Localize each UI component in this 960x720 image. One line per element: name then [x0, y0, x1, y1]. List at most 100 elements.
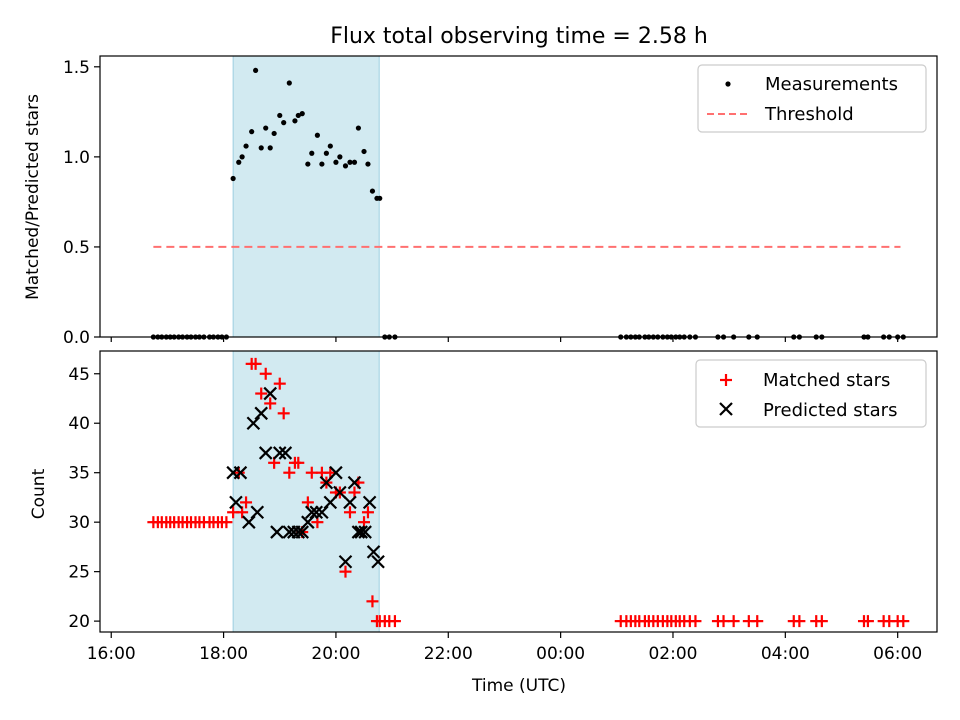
- measurement-point: [351, 159, 358, 165]
- predicted-star-point: [278, 446, 293, 460]
- top-title: Flux total observing time = 2.58 h: [330, 24, 708, 49]
- bottom-xtick-label: 02:00: [648, 644, 697, 664]
- measurement-point: [267, 145, 273, 151]
- measurement-point: [333, 159, 339, 165]
- legend-predicted-label: Predicted stars: [763, 400, 897, 421]
- bottom-ytick-label: 20: [68, 612, 90, 632]
- measurement-point: [295, 112, 301, 119]
- predicted-star-stroke: [295, 525, 310, 539]
- bottom-ytick-label: 35: [68, 464, 90, 484]
- measurement-point: [286, 80, 292, 86]
- measurement-point: [305, 161, 311, 167]
- predicted-star-stroke: [362, 495, 377, 510]
- predicted-star-stroke: [263, 386, 277, 401]
- measurement-point: [309, 150, 315, 156]
- bottom-xtick-label: 16:00: [87, 644, 136, 664]
- bottom-ytick-label: 30: [68, 513, 90, 533]
- measurement-point: [239, 154, 245, 160]
- predicted-star-stroke: [371, 554, 385, 569]
- top-ytick-label: 0.5: [63, 238, 90, 258]
- predicted-star-stroke: [309, 505, 324, 520]
- measurement-point: [258, 145, 264, 151]
- matched-star-point: [220, 516, 233, 529]
- matched-star-point: [273, 377, 286, 390]
- predicted-star-stroke: [229, 495, 243, 510]
- bottom-legend: Matched stars Predicted stars: [695, 359, 927, 428]
- bottom-xtick-label: 04:00: [761, 644, 810, 664]
- measurement-point: [277, 112, 283, 119]
- matched-star-point: [343, 506, 356, 519]
- predicted-star-point: [254, 406, 268, 421]
- top-ylabel: Matched/Predicted stars: [23, 94, 43, 300]
- matched-star-point: [324, 466, 337, 479]
- predicted-star-point: [309, 505, 324, 520]
- predicted-star-point: [333, 485, 347, 500]
- bottom-ytick-label: 40: [68, 414, 90, 434]
- matched-star-point: [301, 496, 314, 509]
- measurement-point: [361, 148, 367, 155]
- matched-star-point: [861, 615, 874, 628]
- predicted-star-stroke: [246, 416, 261, 431]
- measurement-point: [365, 161, 371, 167]
- bottom-xtick-label: 00:00: [536, 644, 585, 664]
- measurement-point: [292, 118, 298, 124]
- predicted-star-stroke: [305, 505, 319, 520]
- matched-star-point: [727, 615, 740, 628]
- matched-star-point: [717, 615, 730, 628]
- matched-star-point: [255, 387, 268, 400]
- measurement-point: [347, 159, 353, 165]
- predicted-star-point: [246, 416, 261, 431]
- predicted-star-point: [250, 505, 265, 520]
- matched-star-point: [264, 397, 277, 410]
- bottom-xtick-label: 20:00: [311, 644, 360, 664]
- predicted-star-stroke: [343, 495, 357, 510]
- predicted-star-stroke: [333, 485, 347, 500]
- predicted-star-stroke: [347, 475, 362, 490]
- predicted-star-point: [272, 446, 287, 460]
- measurement-point: [249, 129, 255, 135]
- matched-star-point: [361, 506, 374, 519]
- measurement-point: [230, 175, 236, 182]
- matched-star-point: [339, 565, 352, 578]
- predicted-star-point: [270, 525, 284, 539]
- bottom-xtick-label: 18:00: [199, 644, 248, 664]
- matched-star-point: [283, 466, 296, 479]
- matched-star-point: [751, 615, 764, 628]
- bottom-axes-frame: [99, 350, 938, 633]
- measurement-point: [337, 154, 343, 160]
- predicted-star-point: [354, 525, 368, 539]
- predicted-star-point: [358, 525, 372, 539]
- predicted-star-point: [229, 495, 243, 510]
- matched-star-point: [815, 615, 828, 628]
- bottom-ytick-label: 25: [68, 563, 90, 583]
- measurement-point: [263, 125, 269, 131]
- legend-predicted-marker: [719, 402, 733, 416]
- top-legend: Measurements Threshold: [697, 64, 927, 133]
- measurement-point: [271, 130, 277, 137]
- measurement-point: [369, 188, 376, 194]
- predicted-star-point: [343, 495, 357, 510]
- matched-star-point: [232, 466, 245, 479]
- measurement-point: [314, 132, 320, 138]
- predicted-star-stroke: [366, 545, 381, 559]
- top-panel: Flux total observing time = 2.58 h 0.0 0.…: [23, 24, 938, 348]
- predicted-star-point: [258, 446, 273, 460]
- bottom-xlabel: Time (UTC): [471, 676, 566, 696]
- measurement-point: [236, 159, 242, 165]
- measurement-point: [299, 111, 305, 117]
- top-ytick-label: 1.0: [63, 148, 90, 168]
- bottom-xtick-label: 22:00: [424, 644, 473, 664]
- bottom-xtick-label: 06:00: [873, 644, 922, 664]
- measurement-point: [377, 195, 383, 201]
- measurement-point: [253, 67, 259, 74]
- top-ytick-label: 1.5: [63, 58, 90, 78]
- predicted-star-stroke: [354, 525, 368, 539]
- predicted-star-stroke: [233, 465, 248, 480]
- measurement-point: [323, 150, 329, 156]
- legend-measurements-label: Measurements: [765, 74, 898, 95]
- predicted-star-point: [366, 545, 381, 559]
- predicted-star-point: [305, 505, 319, 520]
- top-axes-frame: [99, 55, 938, 338]
- matched-star-point: [305, 466, 318, 479]
- matched-star-point: [259, 367, 272, 380]
